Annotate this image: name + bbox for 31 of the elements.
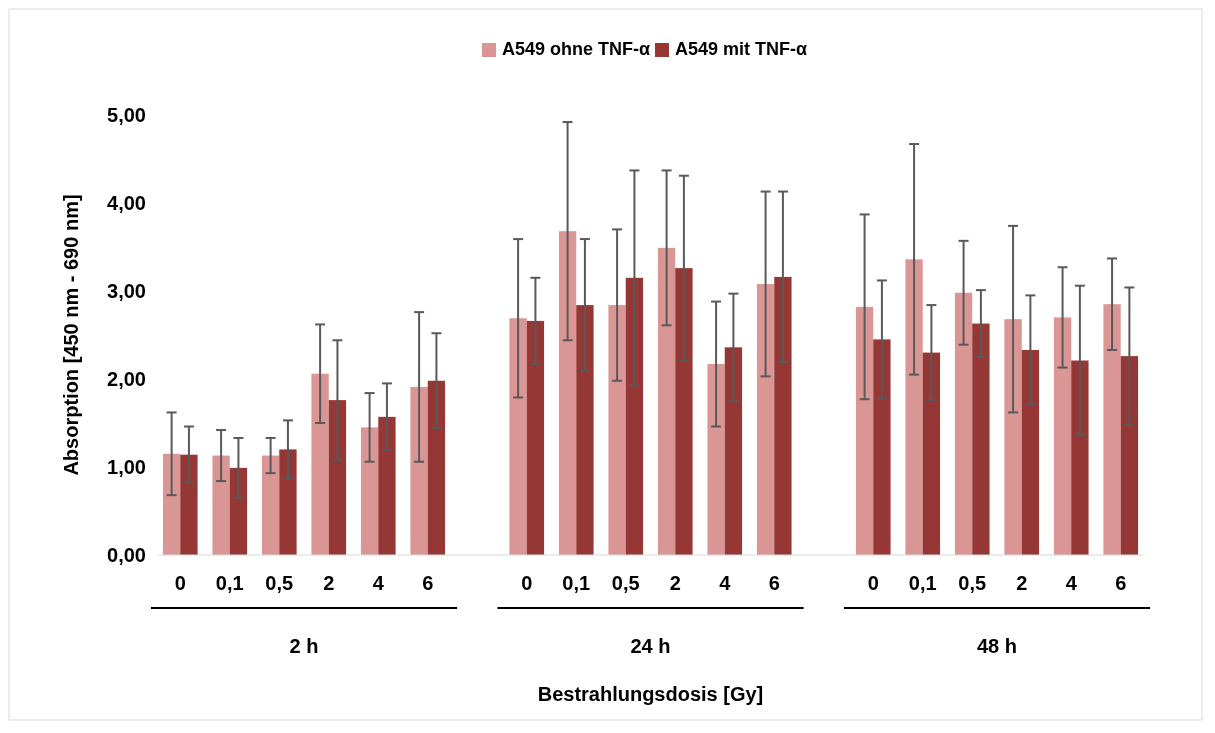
x-axis-title: Bestrahlungsdosis [Gy] (537, 683, 764, 705)
x-tick-label: 2 (669, 572, 681, 594)
x-tick-label: 6 (422, 572, 434, 594)
text: 24 h (630, 635, 671, 657)
x-tick-label: 0,1 (908, 572, 937, 594)
x-tick-label: 4 (719, 572, 732, 594)
legend-label: A549 ohne TNF-α (502, 39, 651, 59)
y-tick-label: 4,00 (107, 192, 146, 214)
y-tick-label: 5,00 (107, 104, 146, 126)
x-tick-label: 4 (1065, 572, 1078, 594)
x-tick-label: 6 (768, 572, 780, 594)
y-axis-title: Absorption [450 nm - 690 nm] (60, 194, 82, 476)
x-tick-label: 4 (372, 572, 385, 594)
y-tick-label: 2,00 (107, 368, 146, 390)
legend-label: A549 mit TNF-α (675, 39, 808, 59)
y-tick-label: 3,00 (107, 280, 146, 302)
x-tick-label: 0,5 (265, 572, 294, 594)
x-tick-label: 2 (1016, 572, 1028, 594)
x-tick-label: 6 (1115, 572, 1127, 594)
text: 48 h (976, 635, 1017, 657)
x-tick-label: 0 (521, 572, 533, 594)
text: 2 h (289, 635, 319, 657)
y-tick-label: 1,00 (107, 456, 146, 478)
x-tick-label: 0,1 (215, 572, 244, 594)
x-tick-label: 0 (867, 572, 879, 594)
x-tick-label: 0,5 (611, 572, 640, 594)
y-tick-label: 0,00 (107, 544, 146, 566)
x-tick-label: 0 (174, 572, 186, 594)
x-tick-label: 2 (323, 572, 335, 594)
x-tick-label: 0,1 (562, 572, 591, 594)
x-tick-label: 0,5 (958, 572, 987, 594)
